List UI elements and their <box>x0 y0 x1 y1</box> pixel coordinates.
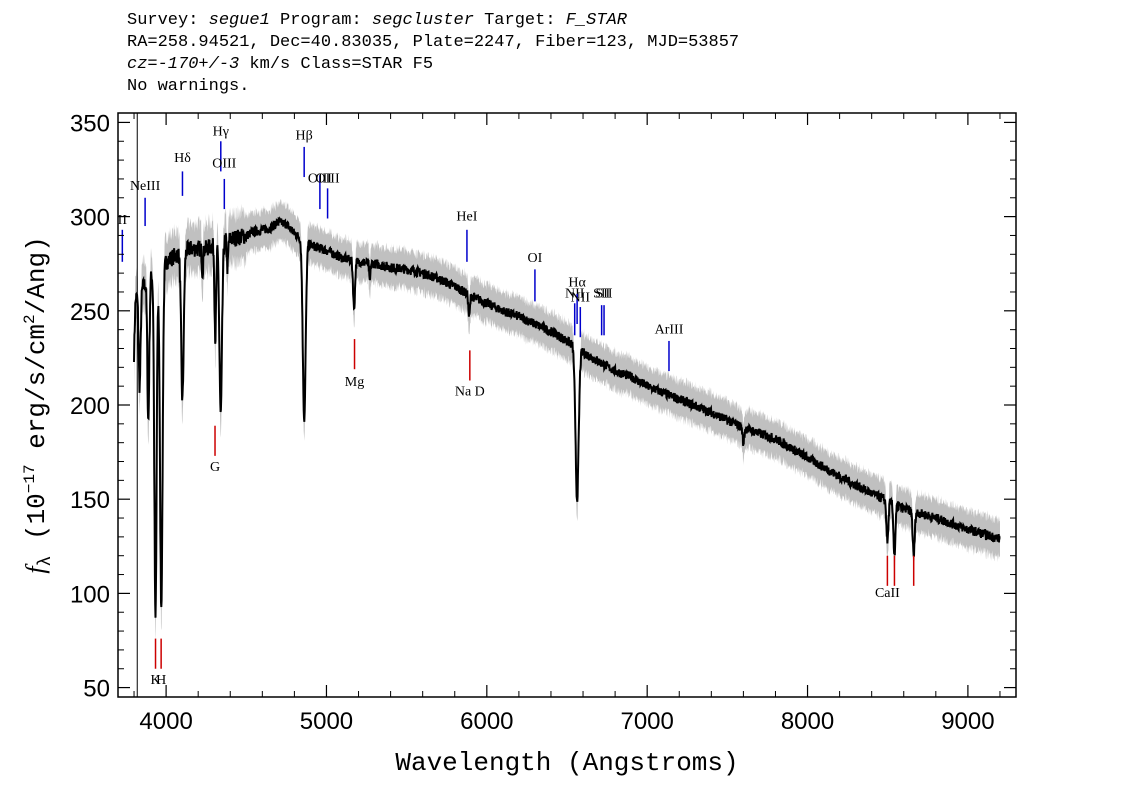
axis-ticks: 4000 5000 6000 7000 8000 9000 50 100 150 200 250 30… <box>70 110 1016 735</box>
target-value: F_STAR <box>565 11 627 30</box>
survey-value: segue1 <box>208 11 270 30</box>
emission-line-label: OI <box>528 251 543 266</box>
header-line-coords: RA=258.94521, Dec=40.83035, Plate=2247, … <box>127 33 740 52</box>
cz-value: cz=-170+/-3 <box>127 55 240 74</box>
emission-line-label: NII <box>565 287 585 302</box>
flux-error-band <box>134 199 1000 642</box>
emission-line-label: HeI <box>456 209 477 224</box>
y-tick-label: 100 <box>70 581 110 608</box>
x-tick-label: 6000 <box>460 708 513 735</box>
y-title-exp1: −17 <box>21 464 39 493</box>
y-title-exp2: 2 <box>21 314 39 324</box>
emission-line-label: NII <box>571 290 591 305</box>
absorption-line-label: K <box>150 673 160 688</box>
program-label: Program: <box>269 11 372 30</box>
emission-line-label: SII <box>593 287 610 302</box>
y-title-mid: erg/s/cm <box>22 324 52 464</box>
class-text: km/s Class=STAR F5 <box>239 55 434 74</box>
y-title-pre: (10 <box>22 493 52 555</box>
y-title-f: f <box>21 563 50 574</box>
x-tick-label: 9000 <box>941 708 994 735</box>
y-tick-label: 50 <box>83 676 110 703</box>
header-line-warnings: No warnings. <box>127 77 250 96</box>
emission-line-label: Hδ <box>174 151 191 166</box>
y-title-post: /Ang) <box>22 236 52 314</box>
absorption-line-label: CaII <box>875 586 900 601</box>
emission-line-label: Hγ <box>213 125 229 140</box>
x-tick-label: 5000 <box>300 708 353 735</box>
y-tick-label: 300 <box>70 205 110 232</box>
x-tick-label: 8000 <box>781 708 834 735</box>
x-axis-title: Wavelength (Angstroms) <box>395 748 738 778</box>
emission-line-label: II <box>118 213 128 228</box>
y-title-lambda: λ <box>36 556 56 567</box>
y-tick-label: 200 <box>70 393 110 420</box>
emission-line-label: Hβ <box>296 128 313 143</box>
absorption-line-label: H <box>156 673 166 688</box>
spectrum-header: Survey: segue1 Program: segcluster Targe… <box>127 10 739 98</box>
x-tick-label: 7000 <box>620 708 673 735</box>
emission-line-label: NeIII <box>130 179 161 194</box>
flux-line-layer <box>133 216 1001 618</box>
emission-line-label: OIII <box>212 157 236 172</box>
emission-line-label: SII <box>595 287 612 302</box>
header-line-survey: Survey: segue1 Program: segcluster Targe… <box>127 10 739 32</box>
emission-line-label: ArIII <box>655 322 684 337</box>
y-tick-label: 250 <box>70 299 110 326</box>
header-line-redshift: cz=-170+/-3 km/s Class=STAR F5 <box>127 54 739 76</box>
target-label: Target: <box>473 11 566 30</box>
absorption-line-label: G <box>210 460 220 475</box>
y-tick-label: 150 <box>70 487 110 514</box>
y-axis-title: fλ (10−17 erg/s/cm2/Ang) <box>21 236 56 573</box>
absorption-line-label: Na D <box>455 385 485 400</box>
emission-line-label: OIII <box>316 172 340 187</box>
error-band-layer <box>134 199 1000 642</box>
survey-label: Survey: <box>127 11 209 30</box>
emission-line-label: OIII <box>308 172 332 187</box>
absorption-line-label: Mg <box>345 375 364 390</box>
emission-line-label: Hα <box>568 275 586 290</box>
plot-frame <box>117 112 1017 698</box>
program-value: segcluster <box>371 11 474 30</box>
x-tick-label: 4000 <box>139 708 192 735</box>
y-tick-label: 350 <box>70 110 110 137</box>
flux-line <box>133 216 1001 618</box>
